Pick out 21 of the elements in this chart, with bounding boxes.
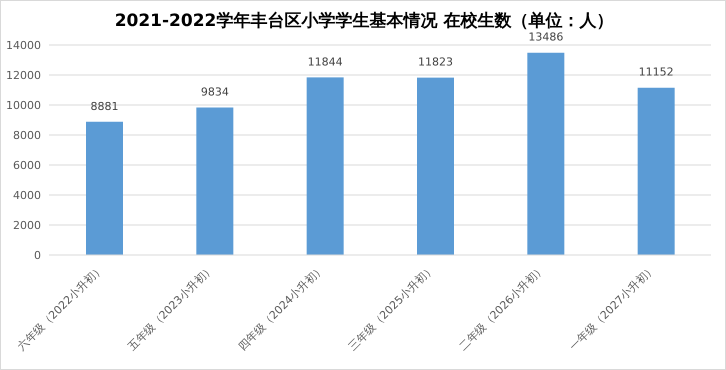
y-tick-label: 4000 bbox=[13, 188, 41, 202]
y-tick-label: 8000 bbox=[13, 128, 41, 142]
data-label: 11844 bbox=[308, 55, 343, 68]
y-tick-label: 2000 bbox=[13, 218, 41, 232]
bar bbox=[638, 88, 675, 255]
bar bbox=[417, 78, 454, 255]
data-label: 11152 bbox=[638, 66, 674, 79]
y-tick-label: 0 bbox=[34, 248, 41, 262]
data-label: 13486 bbox=[528, 30, 564, 44]
data-label: 9834 bbox=[200, 85, 229, 98]
bar bbox=[527, 52, 564, 255]
data-label: 8881 bbox=[90, 100, 118, 113]
data-label: 11823 bbox=[418, 56, 453, 69]
y-tick-label: 14000 bbox=[6, 38, 41, 52]
bar bbox=[196, 107, 234, 255]
y-tick-label: 6000 bbox=[13, 158, 41, 172]
bar bbox=[86, 122, 123, 255]
chart-title: 2021-2022学年丰台区小学学生基本情况 在校生数（单位：人） bbox=[114, 10, 614, 32]
y-tick-label: 10000 bbox=[6, 98, 41, 112]
y-tick-label: 12000 bbox=[6, 68, 41, 82]
bar bbox=[306, 77, 344, 255]
